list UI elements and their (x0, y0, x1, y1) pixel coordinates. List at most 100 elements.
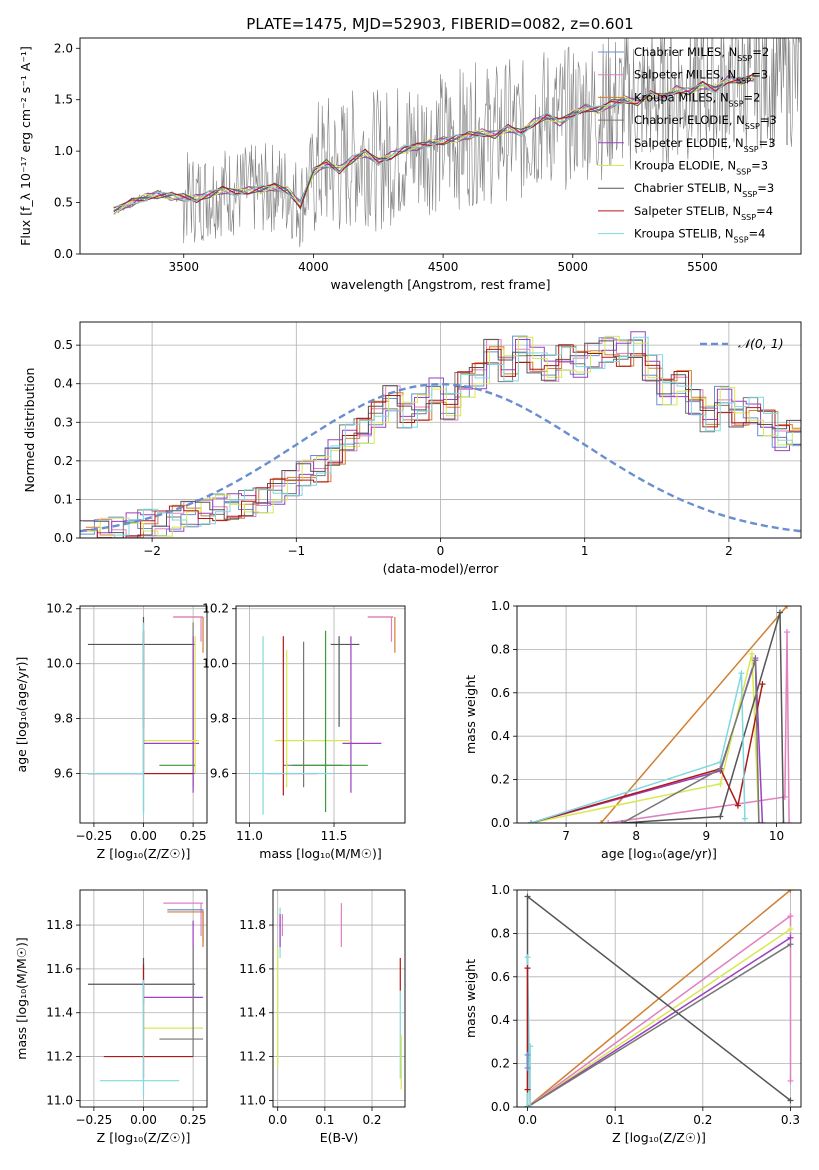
y-tick-label: 0.0 (491, 1100, 510, 1114)
x-tick-label: 5500 (687, 260, 718, 274)
model-line (113, 75, 755, 216)
weight-point (524, 1104, 531, 1107)
legend-entry: Salpeter STELIB, NSSP=4 (634, 204, 773, 222)
y-tick-label: 11.2 (46, 1050, 73, 1064)
panel-mass_vs_z: −0.25 0.00 0.25 11.0 11.2 11.4 11.6 11.8 Z [log₁… (14, 889, 208, 1145)
x-axis-label: Z [log₁₀(Z/Z☉)] (97, 846, 191, 861)
legend-entry: Kroupa ELODIE, NSSP=3 (634, 159, 768, 177)
panel-residuals: −2 −1 0 1 2 0.0 0.1 0.2 0.3 0.4 0.5 (data-model)/er… (22, 321, 802, 576)
weight-point (734, 802, 741, 809)
plot-area (80, 331, 801, 538)
histogram-series (85, 335, 801, 537)
y-tick-label: 11.4 (239, 1006, 266, 1020)
x-tick-label: 4000 (298, 260, 329, 274)
weight-point (752, 657, 759, 664)
weight-point (524, 893, 531, 900)
weight-point (741, 815, 748, 822)
y-tick-label: 0.4 (491, 729, 510, 743)
legend-entry: Salpeter ELODIE, NSSP=3 (634, 136, 776, 154)
weight-line (530, 673, 746, 823)
weight-line (527, 937, 791, 1107)
legend-entry: Chabrier ELODIE, NSSP=3 (634, 113, 777, 131)
y-tick-label: 10.0 (202, 657, 229, 671)
weight-point (598, 820, 605, 823)
y-tick-label: 1.0 (491, 599, 510, 613)
model-line (113, 75, 755, 215)
x-tick-label: 0.25 (180, 829, 207, 843)
weight-point (787, 1077, 794, 1084)
x-tick-label: 0.3 (781, 1113, 800, 1127)
y-axis-label: Normed distribution (22, 368, 37, 493)
weight-point (524, 954, 531, 961)
panel-spectrum: 3500 4000 4500 5000 5500 0.0 0.5 1.0 1.5 2.0 wavel… (18, 37, 802, 292)
x-tick-label: 0.0 (518, 1113, 537, 1127)
y-tick-label: 9.6 (210, 767, 229, 781)
weight-point (776, 609, 783, 616)
legend: Chabrier MILES, NSSP=2 Salpeter MILES, NS… (598, 45, 777, 244)
weight-point (759, 820, 766, 823)
legend-entry: Chabrier STELIB, NSSP=3 (634, 181, 774, 199)
x-tick-label: 0.25 (180, 1113, 207, 1127)
x-tick-label: 7 (562, 829, 570, 843)
y-tick-label: 9.8 (54, 712, 73, 726)
x-tick-label: 2 (725, 544, 733, 558)
y-tick-label: 9.8 (210, 712, 229, 726)
x-tick-label: 0.2 (362, 1113, 381, 1127)
histogram-series (85, 336, 801, 538)
weight-line (608, 631, 790, 823)
weight-point (524, 1051, 531, 1058)
x-tick-label: 3500 (168, 260, 199, 274)
x-tick-label: 9 (703, 829, 711, 843)
x-axis-label: age [log₁₀(age/yr)] (601, 846, 717, 861)
x-tick-label: −0.25 (76, 829, 113, 843)
histogram-series (82, 331, 801, 538)
weight-point (528, 820, 535, 823)
x-tick-label: −1 (287, 544, 305, 558)
x-tick-label: 4500 (428, 260, 459, 274)
weight-point (787, 890, 794, 893)
weight-line (621, 660, 760, 823)
x-axis-label: Z [log₁₀(Z/Z☉)] (97, 1130, 191, 1145)
x-tick-label: 0 (437, 544, 445, 558)
model-line (113, 76, 755, 208)
y-tick-label: 0.0 (54, 247, 73, 261)
plot-area (528, 606, 793, 823)
weight-point (738, 670, 745, 677)
data-spectrum-line (113, 38, 800, 248)
weight-line (527, 928, 791, 1107)
y-tick-label: 11.2 (239, 1050, 266, 1064)
panel-age_vs_z: −0.25 0.00 0.25 9.6 9.8 10.0 10.2 Z [log₁₀(Z/Z☉… (14, 602, 208, 861)
normal-distribution-curve (80, 382, 801, 533)
y-axis-label: mass weight (463, 675, 478, 754)
figure-title: PLATE=1475, MJD=52903, FIBERID=0082, z=0… (246, 15, 633, 33)
histogram-series (82, 338, 801, 538)
weight-point (787, 913, 794, 920)
weight-point (527, 1104, 534, 1107)
legend-entry: Chabrier MILES, NSSP=2 (634, 45, 769, 63)
panel-age_vs_mass: 11.0 11.5 9.6 9.8 10.0 10.2 mass [log₁₀(M/M☉)] (202, 602, 406, 861)
x-tick-label: 5000 (557, 260, 588, 274)
plot-area (277, 903, 402, 1090)
weight-point (717, 780, 724, 787)
axes-frame (79, 321, 802, 539)
panel-weight_vs_z: 0.0 0.1 0.2 0.3 0.0 0.2 0.4 0.6 0.8 1.0 Z [log₁₀(Z… (463, 883, 802, 1145)
weight-line (527, 914, 792, 1107)
x-axis-label: mass [log₁₀(M/M☉)] (259, 846, 381, 861)
panel-weight_vs_age: 7 8 9 10 0.0 0.2 0.4 0.6 0.8 1.0 age [log₁₀(age/yr… (463, 599, 802, 861)
legend-entry: Salpeter MILES, NSSP=3 (634, 68, 768, 86)
weight-point (524, 965, 531, 972)
y-tick-label: 0.4 (491, 1013, 510, 1027)
y-tick-label: 10.0 (46, 657, 73, 671)
legend-entry: Kroupa STELIB, NSSP=4 (634, 227, 765, 245)
x-tick-label: 0.00 (130, 1113, 157, 1127)
plot-area (249, 616, 396, 815)
weight-line (526, 894, 791, 1107)
y-tick-label: 1.0 (54, 144, 73, 158)
x-tick-label: 11.5 (321, 829, 348, 843)
y-axis-label: Flux [f_λ 10⁻¹⁷ erg cm⁻² s⁻¹ A⁻¹] (18, 46, 33, 246)
x-tick-label: −2 (143, 544, 161, 558)
y-tick-label: 11.6 (239, 962, 266, 976)
weight-point (783, 606, 790, 609)
plot-area (87, 616, 204, 815)
y-tick-label: 0.6 (491, 686, 510, 700)
